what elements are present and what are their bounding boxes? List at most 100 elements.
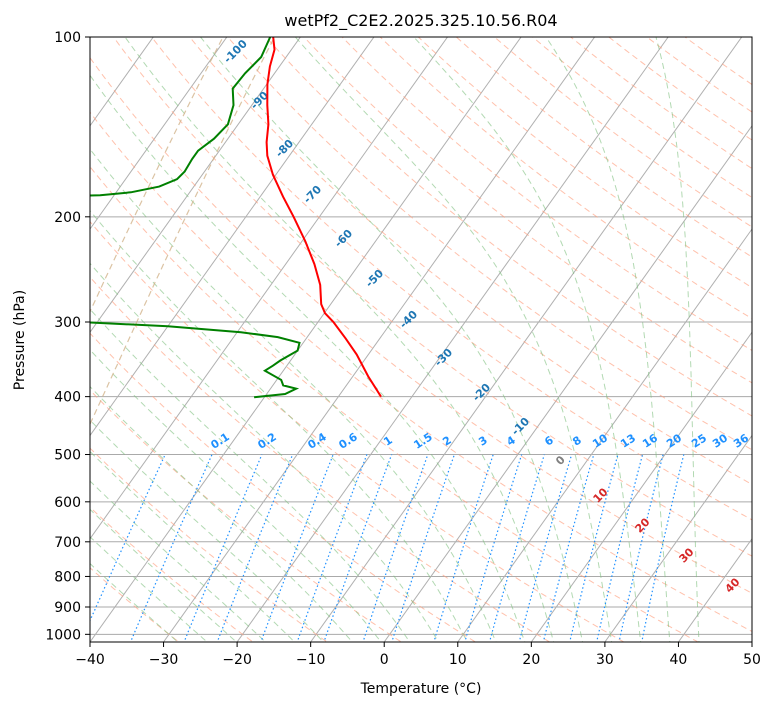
moist-adiabat-label: 30 [677,545,697,565]
isotherm-label: -10 [509,415,532,438]
moist-adiabat-line [199,37,584,642]
moist-adiabat-line [90,480,267,642]
mixing-ratio-label: 2 [440,434,454,449]
mixing-ratio-label: 0.6 [336,430,360,452]
isotherm-label: -60 [332,227,355,250]
plot-frame [89,36,753,643]
mixing-ratio-line [183,454,263,642]
mixing-ratio-line [90,454,166,623]
moist-adiabat-line [90,536,208,642]
moist-adiabat-line [545,37,671,642]
x-tick-label: 50 [743,652,761,668]
dry-adiabat-line [227,37,752,451]
dry-adiabat-line [455,37,752,258]
dry-adiabat-line [150,37,752,521]
mixing-ratio-label: 8 [570,434,584,449]
isotherm-line [90,37,154,127]
x-tick-label: 30 [596,652,614,668]
isotherm-line [530,331,752,642]
isotherm-label: -50 [363,267,386,290]
mixing-ratio-label: 30 [710,431,730,450]
x-tick-label: 10 [449,652,467,668]
background-lines [90,37,752,642]
tan-curve-line [90,37,224,314]
moist-adiabat-line [90,450,296,642]
x-tick-label: 40 [670,652,688,668]
moist-adiabat-line [90,74,526,642]
moist-adiabat-line [90,385,353,642]
x-tick-label: −40 [75,652,105,668]
temperature-trace [265,37,382,398]
isotherm-label: -70 [301,183,324,206]
mixing-ratio-line [618,454,664,642]
mixing-ratio-line [569,454,619,642]
mixing-ratio-line [260,454,334,642]
moist-adiabat-line [124,37,555,642]
isotherm-line [90,37,302,334]
dry-adiabat-line [90,220,625,642]
isotherm-line [236,37,669,642]
dry-adiabat-line [90,165,700,642]
x-tick-label: −30 [149,652,179,668]
mixing-ratio-label: 0.4 [305,430,329,452]
y-tick-label: 300 [54,315,81,331]
mixing-ratio-line [296,454,368,642]
isotherm-line [90,37,522,642]
y-axis-ticks: 1000 900 800 700 600 500 400 300 200 100 [45,30,90,643]
isotherm-line [90,37,228,230]
isotherm-line [162,37,596,642]
moist-adiabat-label: 0 [553,453,568,468]
mixing-ratio-line [323,454,393,642]
y-tick-label: 400 [54,390,81,406]
isotherm-line [90,37,449,540]
isotherm-line [457,228,752,642]
x-tick-label: 20 [522,652,540,668]
mixing-ratio-line [488,454,545,642]
mixing-ratio-line [216,454,294,642]
x-tick-label: −10 [296,652,326,668]
moist-adiabat-line [90,148,497,642]
dry-adiabat-line [493,37,752,228]
mixing-ratio-label: 16 [640,431,660,450]
moist-adiabat-line [90,349,382,642]
mixing-ratio-line [641,454,685,642]
y-tick-label: 700 [54,535,81,551]
y-tick-label: 900 [54,600,81,616]
x-tick-label: −20 [222,652,252,668]
moist-adiabat-line [655,37,700,642]
y-axis-label: Pressure (hPa) [12,290,28,390]
mixing-ratio-line [391,454,455,642]
isotherm-label: -30 [432,346,455,369]
moist-adiabat-label: 20 [633,515,653,535]
isotherm-label: -20 [470,381,493,404]
chart-title: wetPf2_C2E2.2025.325.10.56.R04 [284,11,557,31]
moist-adiabat-line [90,209,468,642]
y-tick-label: 600 [54,495,81,511]
dry-adiabat-line [189,37,752,485]
dry-adiabat-line [646,37,752,113]
y-tick-label: 500 [54,448,81,464]
dry-adiabat-line [112,37,752,557]
moist-adiabat-line [90,562,179,642]
x-axis-label: Temperature (°C) [360,681,482,697]
dry-adiabat-line [379,37,752,320]
isotherm-label: -80 [273,137,296,160]
moist-adiabat-line [90,508,238,642]
moist-adiabat-line [90,308,411,642]
moist-adiabat-line [90,419,325,642]
isotherm-line [604,434,752,642]
dry-adiabat-line [90,276,551,642]
dry-adiabat-line [90,332,477,642]
dry-adiabat-line [265,37,752,417]
moist-adiabat-line [294,37,613,642]
y-tick-label: 100 [54,30,81,46]
dry-adiabat-line [90,56,752,594]
x-axis-ticks: −40 −30 −20 −10 0 10 20 30 40 50 [75,642,761,668]
x-tick-label: 0 [380,652,389,668]
moist-adiabat-line [413,37,642,642]
mixing-ratio-line [596,454,644,642]
mixing-ratio-line [518,454,573,642]
dry-adiabat-line [90,447,328,642]
dry-adiabat-line [417,37,752,289]
isotherm-line [90,37,375,437]
